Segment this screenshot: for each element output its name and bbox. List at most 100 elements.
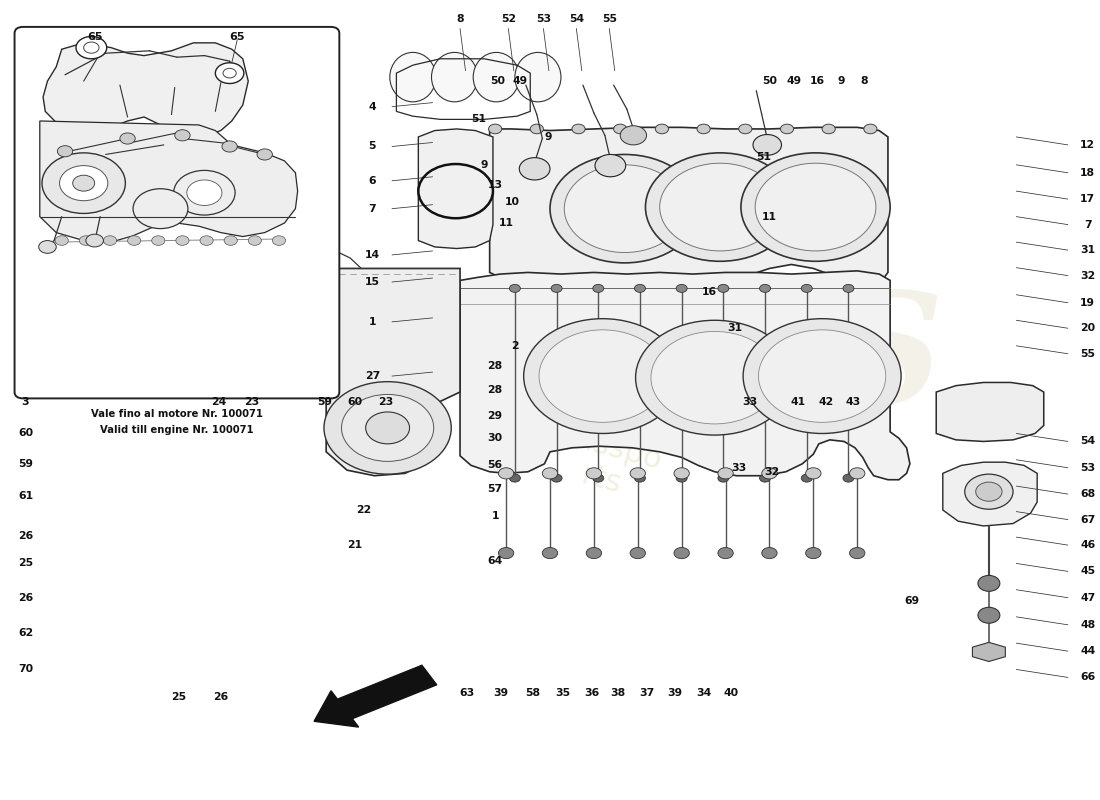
Text: 32: 32 <box>764 466 779 477</box>
Circle shape <box>636 320 793 435</box>
Text: 56: 56 <box>487 460 503 470</box>
Text: 10: 10 <box>505 198 520 207</box>
Circle shape <box>762 547 777 558</box>
Circle shape <box>103 236 117 246</box>
Circle shape <box>519 158 550 180</box>
Circle shape <box>646 153 794 262</box>
Circle shape <box>614 124 627 134</box>
Circle shape <box>57 146 73 157</box>
Text: 54: 54 <box>569 14 584 24</box>
Text: 26: 26 <box>213 691 229 702</box>
Polygon shape <box>418 129 493 249</box>
Text: 45: 45 <box>1080 566 1096 577</box>
Text: 25: 25 <box>172 691 187 702</box>
Circle shape <box>133 189 188 229</box>
Text: 15: 15 <box>365 277 380 287</box>
Text: 12: 12 <box>1080 140 1096 150</box>
Text: 28: 28 <box>487 386 503 395</box>
Text: 4: 4 <box>368 102 376 112</box>
Circle shape <box>978 575 1000 591</box>
Circle shape <box>762 468 777 479</box>
Polygon shape <box>972 642 1005 662</box>
Circle shape <box>718 474 729 482</box>
Circle shape <box>175 130 190 141</box>
Circle shape <box>200 236 213 246</box>
Circle shape <box>498 468 514 479</box>
Text: 58: 58 <box>525 688 540 698</box>
FancyBboxPatch shape <box>14 27 339 398</box>
Text: 1: 1 <box>368 317 376 327</box>
Text: 65: 65 <box>87 32 102 42</box>
Text: 1: 1 <box>492 510 499 521</box>
Text: 23: 23 <box>377 397 393 406</box>
Text: 46: 46 <box>1080 540 1096 550</box>
Circle shape <box>656 124 669 134</box>
Circle shape <box>530 124 543 134</box>
Text: 11: 11 <box>762 212 777 222</box>
Circle shape <box>630 468 646 479</box>
Circle shape <box>128 236 141 246</box>
Text: 5: 5 <box>368 142 376 151</box>
Text: 36: 36 <box>584 688 600 698</box>
Text: 53: 53 <box>536 14 551 24</box>
FancyArrow shape <box>315 666 437 727</box>
Text: 22: 22 <box>355 505 371 515</box>
Circle shape <box>365 412 409 444</box>
Circle shape <box>55 236 68 246</box>
Text: 21: 21 <box>348 540 362 550</box>
Circle shape <box>744 318 901 434</box>
Text: 3: 3 <box>22 397 30 406</box>
Circle shape <box>586 547 602 558</box>
Text: 47: 47 <box>1080 593 1096 602</box>
Circle shape <box>187 180 222 206</box>
Text: 19: 19 <box>1080 298 1096 308</box>
Text: 18: 18 <box>1080 168 1096 178</box>
Circle shape <box>216 62 244 83</box>
Circle shape <box>593 285 604 292</box>
Circle shape <box>498 547 514 558</box>
Circle shape <box>965 474 1013 510</box>
Circle shape <box>542 468 558 479</box>
Text: 42: 42 <box>818 397 834 406</box>
Ellipse shape <box>431 53 477 102</box>
Circle shape <box>223 68 236 78</box>
Polygon shape <box>43 43 249 138</box>
Circle shape <box>849 468 865 479</box>
Text: 26: 26 <box>18 593 33 602</box>
Circle shape <box>760 285 770 292</box>
Circle shape <box>849 547 865 558</box>
Text: 68: 68 <box>1080 489 1096 499</box>
Text: 37: 37 <box>639 688 654 698</box>
Text: 51: 51 <box>757 152 771 162</box>
Text: 59: 59 <box>18 458 33 469</box>
Text: 33: 33 <box>732 462 746 473</box>
Text: 55: 55 <box>602 14 617 24</box>
Circle shape <box>539 330 667 422</box>
Text: 2: 2 <box>512 341 519 350</box>
Circle shape <box>756 163 876 251</box>
Circle shape <box>84 42 99 54</box>
Circle shape <box>635 474 646 482</box>
Circle shape <box>718 547 734 558</box>
Text: 20: 20 <box>1080 323 1096 334</box>
Text: 70: 70 <box>18 665 33 674</box>
Text: 41: 41 <box>791 397 805 406</box>
Text: 64: 64 <box>487 556 503 566</box>
Text: 33: 33 <box>742 397 757 406</box>
Text: FS: FS <box>726 286 945 434</box>
Text: 14: 14 <box>365 250 380 260</box>
Text: 29: 29 <box>487 411 503 421</box>
Circle shape <box>805 468 821 479</box>
Text: 25: 25 <box>18 558 33 568</box>
Text: 39: 39 <box>668 688 683 698</box>
Circle shape <box>676 474 688 482</box>
Circle shape <box>86 234 103 247</box>
Circle shape <box>976 482 1002 502</box>
Text: 49: 49 <box>513 76 528 86</box>
Circle shape <box>174 170 235 215</box>
Circle shape <box>978 607 1000 623</box>
Text: Valid till engine Nr. 100071: Valid till engine Nr. 100071 <box>100 426 254 435</box>
Polygon shape <box>943 462 1037 526</box>
Text: 59: 59 <box>318 397 332 406</box>
Circle shape <box>79 236 92 246</box>
